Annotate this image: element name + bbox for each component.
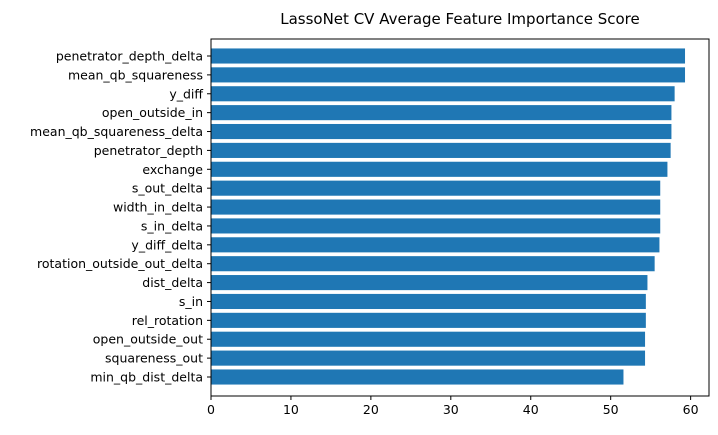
y-tick-label: squareness_out [105, 351, 203, 366]
x-tick-label: 50 [603, 402, 619, 417]
y-tick-label: penetrator_depth_delta [56, 49, 203, 64]
plot-frame [210, 38, 710, 397]
y-tick-label: y_diff_delta [131, 237, 203, 252]
y-tick-label: rotation_outside_out_delta [37, 256, 203, 271]
y-tick-label: s_in_delta [141, 218, 203, 233]
bar-width-in-delta [211, 199, 661, 215]
bar-squareness-out [211, 350, 646, 366]
y-tick-label: s_in [179, 294, 203, 309]
y-tick-label: exchange [142, 162, 203, 177]
y-tick-label: mean_qb_squareness_delta [30, 124, 203, 139]
bars-layer [211, 48, 686, 385]
y-tick-label: penetrator_depth [94, 143, 203, 158]
y-tick-label: y_diff [169, 86, 203, 101]
bar-penetrator-depth [211, 142, 671, 158]
bar-rel-rotation [211, 312, 646, 328]
bar-mean-qb-squareness [211, 67, 686, 83]
x-axis-ticks: 0 10 20 30 40 50 60 [207, 396, 699, 417]
bar-s-in-delta [211, 218, 661, 234]
bar-open-outside-out [211, 331, 646, 347]
bar-penetrator-depth-delta [211, 48, 686, 64]
x-tick-label: 20 [363, 402, 379, 417]
bar-open-outside-in [211, 105, 672, 121]
bar-dist-delta [211, 275, 648, 291]
bar-min-qb-dist-delta [211, 369, 624, 385]
y-tick-label: s_out_delta [132, 181, 203, 196]
x-tick-label: 0 [207, 402, 215, 417]
bar-s-in [211, 293, 646, 310]
y-tick-label: mean_qb_squareness [68, 67, 203, 82]
y-axis-ticks: penetrator_depth_delta mean_qb_squareness… [30, 49, 211, 385]
x-tick-label: 10 [283, 402, 299, 417]
chart-title: LassoNet CV Average Feature Importance S… [280, 10, 640, 28]
bar-exchange [211, 161, 668, 177]
y-tick-label: open_outside_out [93, 332, 203, 347]
bar-rotation-outside-out-delta [211, 256, 655, 272]
x-tick-label: 60 [683, 402, 699, 417]
y-tick-label: dist_delta [142, 275, 203, 290]
y-tick-label: min_qb_dist_delta [90, 370, 203, 385]
bar-y-diff-delta [211, 237, 660, 253]
x-tick-label: 30 [443, 402, 459, 417]
bar-y-diff [211, 86, 675, 102]
y-tick-label: rel_rotation [132, 313, 203, 328]
y-tick-label: open_outside_in [102, 105, 203, 120]
bar-mean-qb-squareness-delta [211, 123, 672, 140]
bar-s-out-delta [211, 180, 661, 196]
y-tick-label: width_in_delta [113, 200, 203, 215]
x-tick-label: 40 [523, 402, 539, 417]
